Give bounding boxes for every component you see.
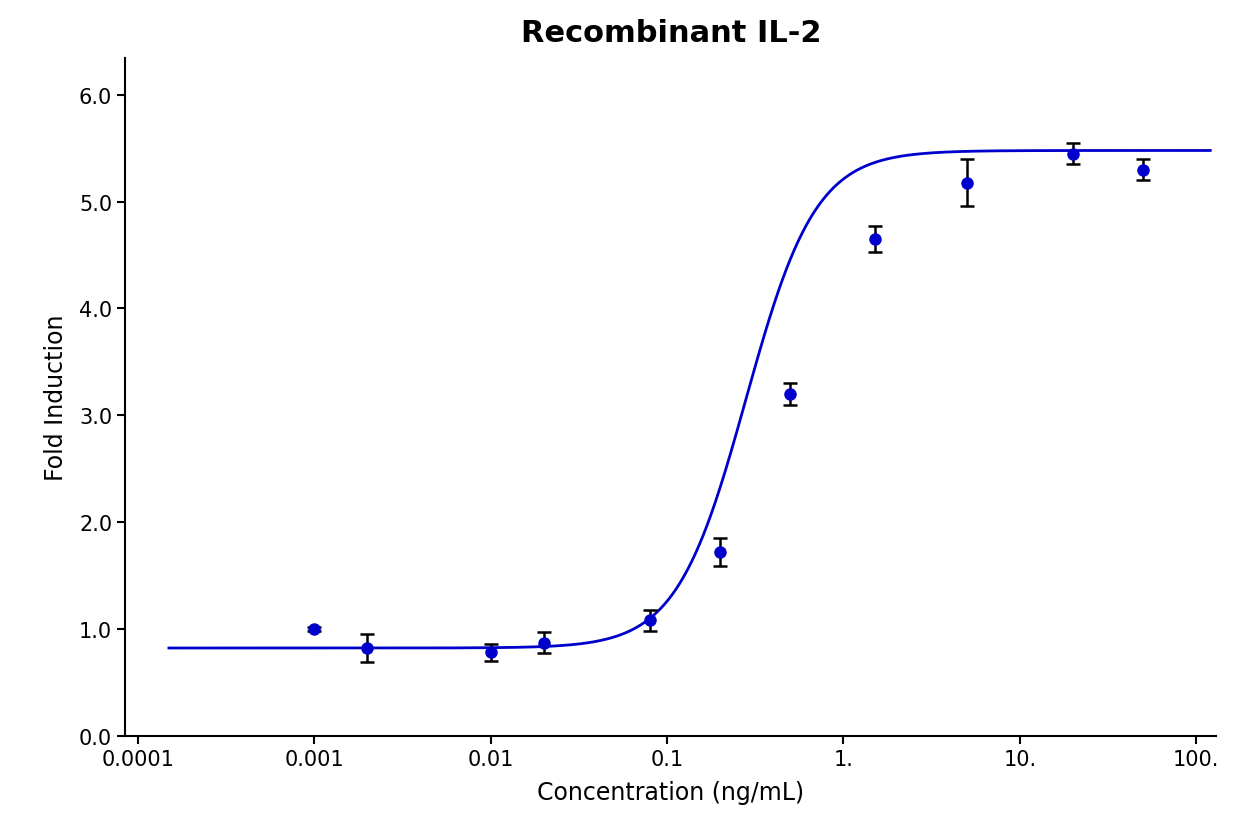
Title: Recombinant IL-2: Recombinant IL-2 bbox=[520, 19, 821, 48]
X-axis label: Concentration (ng/mL): Concentration (ng/mL) bbox=[537, 780, 805, 804]
Y-axis label: Fold Induction: Fold Induction bbox=[44, 314, 68, 480]
